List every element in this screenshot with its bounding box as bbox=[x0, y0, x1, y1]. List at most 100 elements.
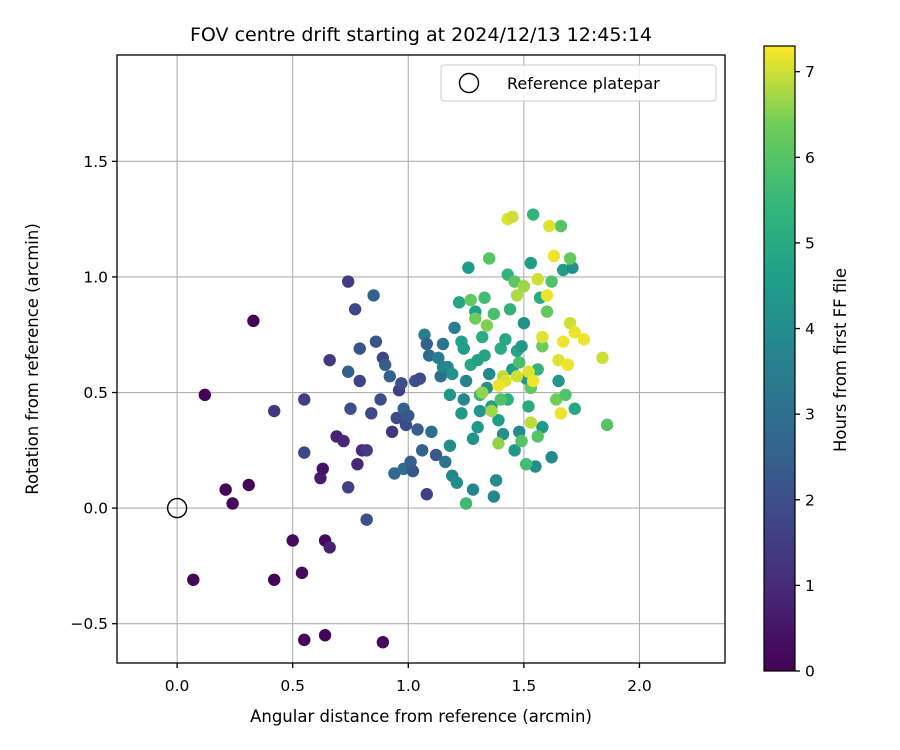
colorbar-tick-label: 4 bbox=[805, 320, 815, 338]
data-point bbox=[510, 370, 524, 383]
data-point bbox=[600, 418, 614, 432]
chart-title: FOV centre drift starting at 2024/12/13 … bbox=[190, 24, 652, 46]
data-point bbox=[550, 393, 563, 406]
data-point bbox=[376, 635, 390, 649]
data-point bbox=[543, 219, 556, 233]
data-point bbox=[388, 467, 401, 480]
data-point bbox=[563, 316, 577, 330]
data-point bbox=[295, 566, 309, 580]
y-tick-label: −0.5 bbox=[70, 615, 108, 633]
data-point bbox=[365, 407, 378, 420]
data-point bbox=[446, 367, 459, 381]
data-point bbox=[420, 337, 433, 351]
colorbar-tick-label: 5 bbox=[805, 234, 815, 252]
colorbar: 0 1 2 3 4 5 6 7 Hours from first FF file bbox=[763, 45, 850, 681]
data-point bbox=[466, 483, 480, 496]
data-point bbox=[492, 414, 505, 427]
x-tick-label: 2.0 bbox=[627, 677, 652, 695]
data-point bbox=[378, 358, 392, 371]
data-point bbox=[429, 448, 443, 462]
legend-box bbox=[440, 64, 717, 102]
data-point bbox=[318, 629, 332, 642]
data-point bbox=[476, 330, 489, 344]
data-point bbox=[436, 360, 450, 374]
x-axis-ticks: 0.0 0.5 1.0 1.5 2.0 bbox=[165, 663, 652, 695]
data-point bbox=[406, 464, 420, 478]
data-point bbox=[545, 451, 558, 464]
data-point bbox=[499, 333, 512, 346]
data-point bbox=[526, 374, 540, 388]
data-point bbox=[526, 208, 540, 221]
data-point bbox=[522, 400, 535, 413]
data-point bbox=[341, 275, 355, 288]
data-point bbox=[482, 367, 496, 381]
data-point bbox=[455, 407, 468, 420]
data-point bbox=[226, 497, 239, 510]
data-point bbox=[316, 462, 329, 476]
data-point bbox=[337, 434, 350, 448]
data-point bbox=[510, 289, 524, 302]
legend-open-circle-icon bbox=[458, 72, 480, 94]
data-point bbox=[425, 425, 438, 439]
data-point bbox=[508, 444, 521, 457]
data-point bbox=[298, 633, 311, 647]
data-point bbox=[515, 434, 528, 448]
data-point bbox=[473, 404, 487, 418]
data-point bbox=[268, 404, 281, 418]
data-point bbox=[494, 393, 507, 406]
data-point bbox=[503, 303, 517, 316]
data-point bbox=[360, 444, 373, 457]
data-point bbox=[413, 372, 427, 385]
data-point bbox=[411, 423, 424, 436]
data-point bbox=[482, 252, 496, 265]
colorbar-tick-label: 0 bbox=[805, 663, 815, 681]
data-points bbox=[187, 208, 614, 649]
data-point bbox=[522, 365, 535, 378]
data-point bbox=[487, 490, 501, 503]
data-point bbox=[485, 404, 498, 418]
data-point bbox=[466, 432, 480, 445]
data-point bbox=[242, 478, 255, 492]
data-point bbox=[517, 316, 531, 330]
colorbar-tick-label: 2 bbox=[805, 491, 815, 509]
data-point bbox=[353, 342, 366, 355]
data-point bbox=[536, 330, 549, 344]
data-point bbox=[554, 407, 568, 420]
data-point bbox=[568, 402, 581, 415]
data-point bbox=[478, 291, 491, 304]
data-point bbox=[369, 335, 383, 348]
data-point bbox=[459, 497, 473, 510]
data-point bbox=[443, 388, 457, 402]
data-point bbox=[487, 307, 501, 321]
y-tick-label: 0.5 bbox=[83, 384, 108, 402]
data-point bbox=[561, 358, 574, 371]
data-point bbox=[395, 377, 408, 390]
y-tick-label: 1.5 bbox=[83, 153, 108, 171]
y-axis-label: Rotation from reference (arcmin) bbox=[23, 223, 42, 495]
data-point bbox=[341, 365, 355, 378]
data-point bbox=[568, 326, 581, 339]
data-point bbox=[344, 402, 357, 415]
data-point bbox=[524, 416, 538, 429]
data-point bbox=[554, 219, 568, 233]
y-axis-ticks: −0.5 0.0 0.5 1.0 1.5 bbox=[70, 153, 117, 633]
data-point bbox=[439, 455, 452, 469]
data-point bbox=[547, 249, 561, 263]
data-point bbox=[492, 379, 505, 392]
data-point bbox=[198, 388, 212, 402]
data-point bbox=[559, 388, 572, 402]
data-point bbox=[367, 289, 380, 302]
data-point bbox=[298, 446, 311, 459]
data-point bbox=[515, 340, 528, 353]
data-point bbox=[323, 541, 336, 554]
data-point bbox=[450, 476, 464, 489]
data-point bbox=[348, 303, 362, 316]
data-point bbox=[596, 351, 609, 365]
grid-lines bbox=[117, 55, 725, 663]
data-point bbox=[489, 474, 503, 487]
data-point bbox=[563, 252, 577, 265]
legend-label: Reference platepar bbox=[507, 74, 660, 93]
data-point bbox=[459, 374, 473, 388]
data-point bbox=[390, 411, 403, 425]
colorbar-ticks: 0 1 2 3 4 5 6 7 bbox=[795, 63, 815, 681]
